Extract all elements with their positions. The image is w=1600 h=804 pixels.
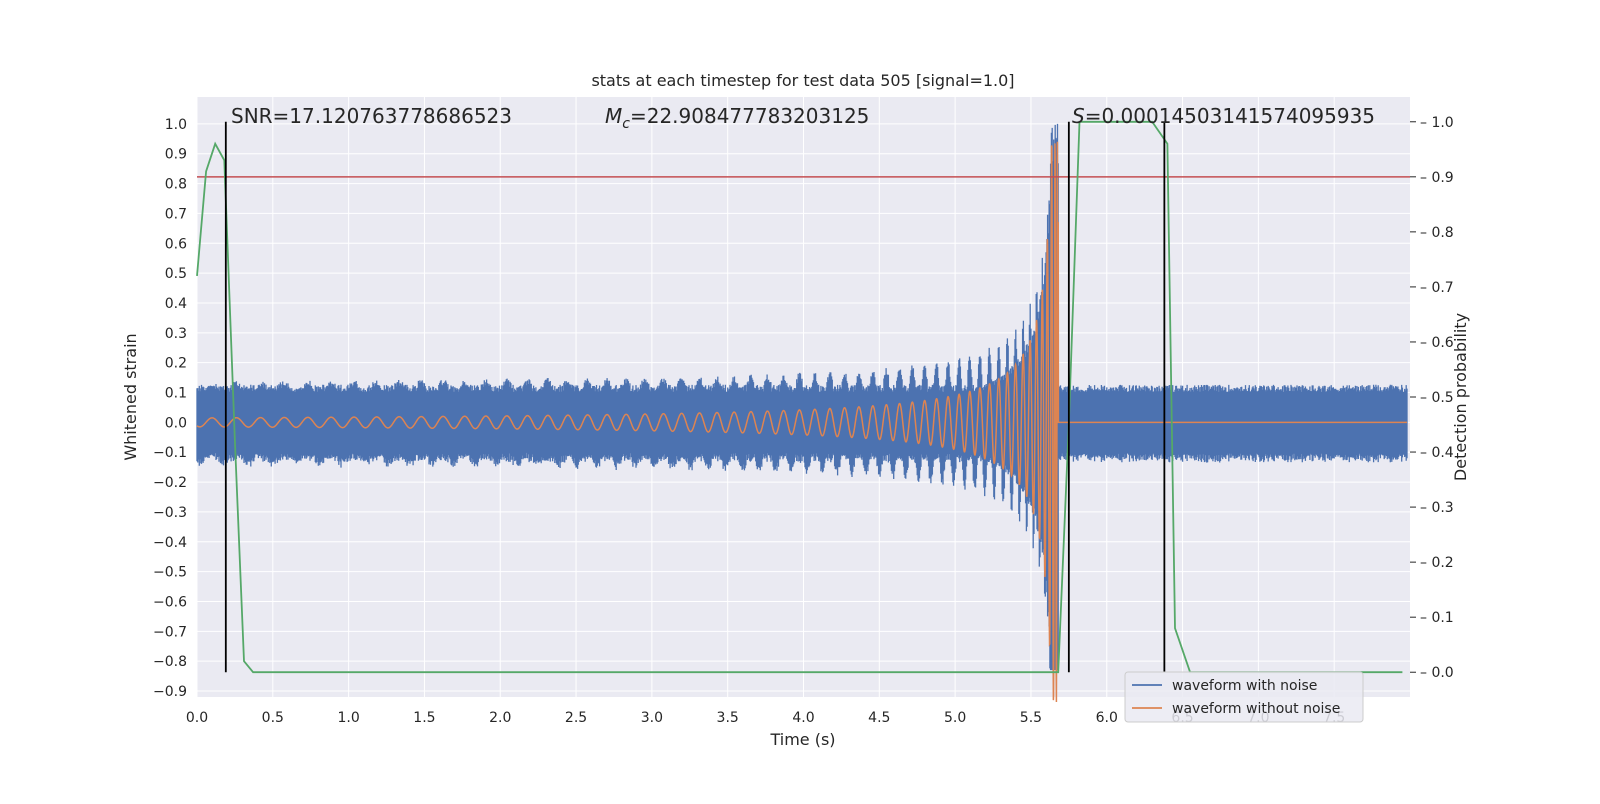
y-tick-label: −0.8 (153, 654, 187, 670)
y2-tick-label: – 0.9 (1420, 170, 1454, 186)
x-tick-label: 1.5 (413, 710, 435, 726)
x-tick-label: 3.5 (717, 710, 739, 726)
y2-tick-label: – 1.0 (1420, 115, 1454, 131)
y-tick-label: −0.6 (153, 594, 187, 610)
series-detection-probability (196, 120, 1403, 674)
y-tick-labels: 1.0 0.9 0.8 0.7 0.6 0.5 0.4 0.3 0.2 0.1 0.0 −0.1 −0.… (153, 117, 187, 700)
x-tick-label: 0.5 (262, 710, 284, 726)
y2-tick-label: – 0.3 (1420, 500, 1454, 516)
y-tick-label: 0.1 (165, 386, 187, 402)
legend-label-clean: waveform without noise (1172, 701, 1340, 717)
y2-axis-label: Detection probability (1451, 313, 1470, 481)
y2-tick-label: – 0.0 (1420, 665, 1454, 681)
y2-tick-label: – 0.7 (1420, 280, 1454, 296)
y2-tick-labels: – 1.0 – 0.9 – 0.8 – 0.7 – 0.6 – 0.5 – 0.4 – 0.3… (1410, 115, 1454, 681)
x-tick-label: 5.5 (1020, 710, 1042, 726)
x-tick-label: 4.5 (868, 710, 890, 726)
x-axis-label: Time (s) (769, 730, 835, 749)
legend: waveform with noise waveform without noi… (1124, 671, 1364, 723)
y-tick-label: −0.4 (153, 535, 187, 551)
s-value: =0.00014503141574095935 (1085, 104, 1375, 128)
x-tick-label: 6.0 (1096, 710, 1118, 726)
marker-lines (224, 121, 1166, 673)
x-tick-label: 4.0 (792, 710, 814, 726)
y-tick-label: −0.1 (153, 445, 187, 461)
snr-annotation: SNR=17.120763778686523 (231, 104, 512, 128)
y-tick-label: 0.2 (165, 356, 187, 372)
x-tick-label: 3.0 (641, 710, 663, 726)
y-tick-label: 0.7 (165, 206, 187, 222)
y2-tick-label: – 0.1 (1420, 610, 1454, 626)
y2-tick-label: – 0.8 (1420, 225, 1454, 241)
y-tick-label: −0.5 (153, 565, 187, 581)
y-tick-label: 0.5 (165, 266, 187, 282)
y-tick-label: 0.0 (165, 415, 187, 431)
series-waveform-without-noise (196, 141, 1407, 703)
y-tick-label: 0.6 (165, 236, 187, 252)
x-tick-label: 2.5 (565, 710, 587, 726)
y-tick-label: 0.9 (165, 147, 187, 163)
y-axis-label: Whitened strain (121, 333, 140, 460)
y-tick-label: 0.8 (165, 177, 187, 193)
y-tick-label: 0.4 (165, 296, 187, 312)
y-tick-label: −0.7 (153, 624, 187, 640)
y2-tick-label: – 0.5 (1420, 390, 1454, 406)
chart-title: stats at each timestep for test data 505… (591, 71, 1014, 90)
x-tick-label: 5.0 (944, 710, 966, 726)
x-tick-label: 1.0 (337, 710, 359, 726)
y-tick-label: 0.3 (165, 326, 187, 342)
y-tick-label: −0.2 (153, 475, 187, 491)
y2-tick-label: – 0.2 (1420, 555, 1454, 571)
y-tick-label: −0.3 (153, 505, 187, 521)
legend-box (1124, 671, 1364, 723)
chirp-mass-value: =22.908477783203125 (630, 104, 869, 128)
y-tick-label: −0.9 (153, 684, 187, 700)
s-symbol: S (1072, 104, 1085, 128)
probability-line (196, 120, 1403, 674)
chirp-mass-annotation: Mc=22.908477783203125 (605, 104, 869, 132)
y-tick-label: 1.0 (165, 117, 187, 133)
chirp-mass-subscript: c (622, 116, 630, 132)
x-tick-label: 2.0 (489, 710, 511, 726)
x-tick-label: 0.0 (186, 710, 208, 726)
legend-label-noisy: waveform with noise (1172, 678, 1317, 694)
y2-tick-label: – 0.4 (1420, 445, 1454, 461)
y2-tick-label: – 0.6 (1420, 335, 1454, 351)
clean-waveform-line (196, 141, 1407, 703)
s-annotation: S=0.00014503141574095935 (1072, 104, 1375, 128)
chirp-mass-symbol: M (605, 104, 622, 128)
